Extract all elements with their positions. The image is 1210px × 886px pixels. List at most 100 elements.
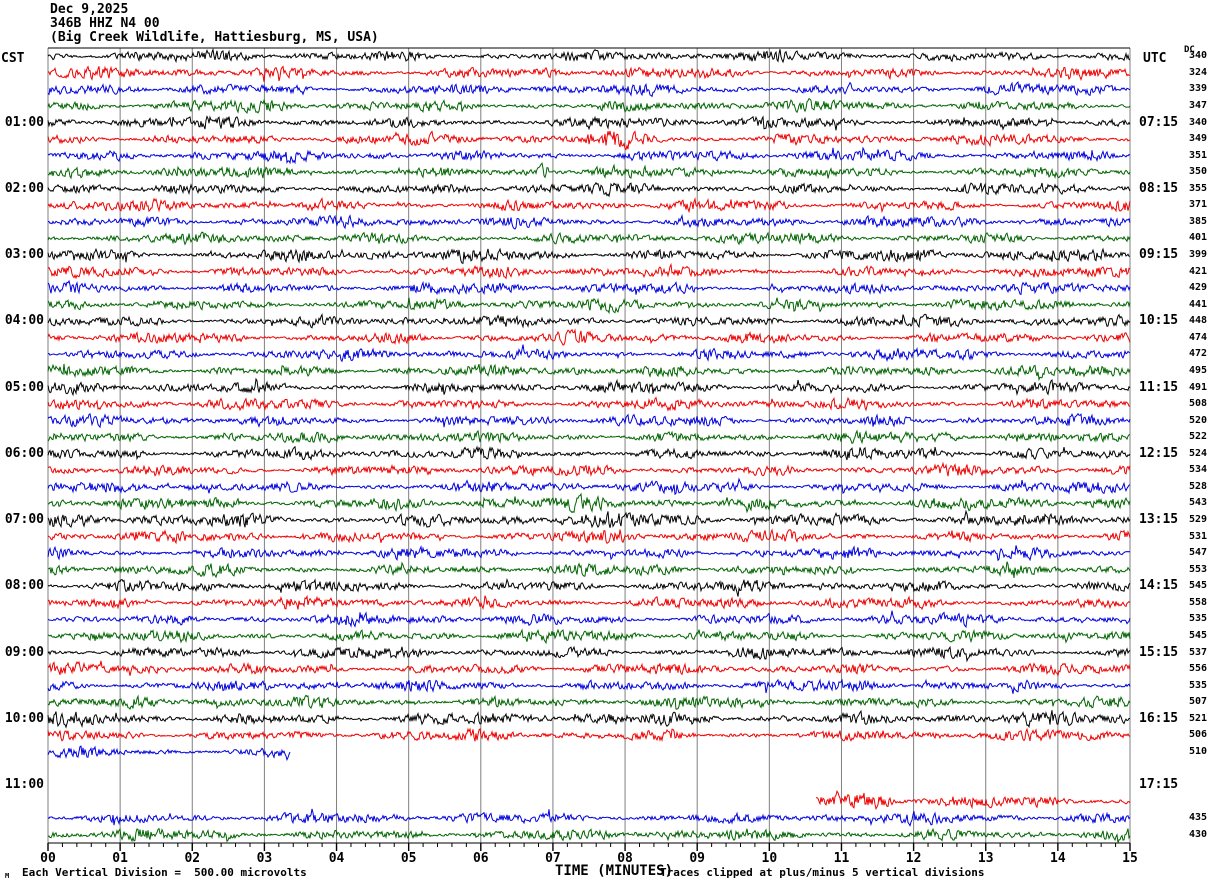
dc-offset-value: 520	[1188, 414, 1207, 426]
x-tick-label: 08	[617, 851, 633, 866]
x-tick-label: 14	[1050, 851, 1066, 866]
x-tick-label: 13	[977, 851, 994, 866]
dc-offset-value: 524	[1188, 447, 1207, 459]
footer-scale-note: Each Vertical Division = 500.00 microvol…	[22, 866, 307, 879]
utc-time-label: 16:15	[1139, 710, 1179, 726]
dc-offset-value: 545	[1188, 629, 1207, 641]
x-tick-label: 06	[472, 851, 489, 866]
seismogram-trace-green	[47, 561, 1131, 579]
dc-offset-value: 547	[1188, 547, 1207, 559]
utc-time-label: 10:15	[1139, 313, 1179, 329]
dc-offset-value: 535	[1188, 679, 1207, 691]
dc-offset-value: 558	[1188, 596, 1207, 608]
seismogram-trace-black	[47, 47, 1131, 64]
dc-offset-value: 507	[1188, 696, 1207, 708]
title-location: (Big Creek Wildlife, Hattiesburg, MS, US…	[50, 30, 379, 45]
x-tick-label: 03	[256, 851, 273, 866]
seismogram-trace-green	[47, 363, 1131, 382]
utc-time-label: 07:15	[1139, 114, 1179, 130]
seismogram-trace-green	[47, 429, 1131, 445]
seismogram-trace-black	[47, 115, 1131, 131]
footer-clip-note: Traces clipped at plus/minus 5 vertical …	[660, 866, 985, 879]
dc-offset-value: 385	[1188, 215, 1207, 227]
dc-offset-value: 531	[1188, 530, 1207, 542]
dc-offset-value: 399	[1188, 249, 1207, 261]
dc-offset-value: 324	[1188, 66, 1207, 78]
x-tick-label: 04	[328, 851, 345, 866]
title-date: Dec 9,2025	[50, 2, 129, 17]
seismogram-trace-red	[47, 197, 1131, 214]
seismogram-trace-red	[47, 528, 1131, 545]
x-tick-label: 07	[545, 851, 561, 866]
cst-time-label: 10:00	[4, 710, 44, 726]
seismogram-trace-red	[815, 789, 1131, 811]
seismogram-trace-black	[47, 377, 1131, 397]
utc-time-label: 15:15	[1139, 644, 1179, 660]
seismogram-trace-black	[47, 181, 1131, 198]
cst-header: CST	[1, 51, 25, 66]
x-tick-label: 15	[1122, 851, 1138, 866]
seismogram-trace-green	[47, 628, 1131, 645]
dc-offset-value: 430	[1188, 828, 1207, 840]
seismogram-trace-blue	[47, 146, 1131, 165]
seismogram-trace-red	[47, 660, 1131, 677]
dc-offset-value: 371	[1188, 199, 1207, 211]
dc-offset-value: 522	[1188, 431, 1207, 443]
dc-offset-value: 543	[1188, 497, 1207, 509]
cst-time-label: 03:00	[4, 247, 44, 263]
cst-time-label: 02:00	[4, 180, 44, 196]
x-tick-label: 00	[40, 851, 56, 866]
x-tick-label: 12	[905, 851, 922, 866]
dc-offset-value: 347	[1188, 99, 1207, 111]
utc-time-label: 13:15	[1139, 512, 1179, 528]
seismogram-trace-black	[47, 247, 1131, 264]
seismogram-trace-blue	[47, 545, 1131, 562]
seismogram-trace-blue	[47, 745, 291, 762]
dc-offset-value: 441	[1188, 298, 1207, 310]
utc-time-label: 09:15	[1139, 247, 1179, 263]
seismogram-trace-red	[47, 396, 1131, 412]
dc-offset-value: 529	[1188, 514, 1207, 526]
cst-time-label: 04:00	[4, 313, 44, 329]
seismogram-trace-green	[47, 827, 1131, 844]
seismogram-trace-blue	[47, 344, 1131, 363]
seismogram-trace-blue	[47, 477, 1131, 496]
seismogram-trace-black	[47, 509, 1131, 529]
cst-time-label: 11:00	[4, 777, 44, 793]
dc-offset-value: 534	[1188, 464, 1207, 476]
seismogram-trace-blue	[47, 678, 1131, 694]
utc-time-label: 08:15	[1139, 180, 1179, 196]
seismogram-trace-blue	[47, 808, 1131, 827]
dc-offset-value: 340	[1188, 50, 1207, 62]
dc-offset-value: 401	[1188, 232, 1207, 244]
utc-time-label: 11:15	[1139, 379, 1179, 395]
cst-time-label: 05:00	[4, 379, 44, 395]
dc-offset-value: 506	[1188, 729, 1207, 741]
dc-offset-value: 448	[1188, 315, 1207, 327]
seismogram-trace-black	[47, 578, 1131, 597]
seismogram-trace-green	[47, 231, 1131, 246]
seismogram-trace-black	[47, 709, 1130, 729]
seismogram-trace-red	[47, 65, 1131, 82]
dc-offset-value: 556	[1188, 663, 1207, 675]
dc-offset-value: 495	[1188, 364, 1207, 376]
seismogram-trace-green	[47, 297, 1131, 315]
dc-offset-value: 340	[1188, 116, 1207, 128]
x-tick-label: 10	[761, 851, 778, 866]
seismogram-trace-green	[47, 694, 1131, 710]
utc-header: UTC	[1143, 51, 1167, 66]
dc-offset-value: 510	[1188, 745, 1207, 757]
dc-offset-value: 474	[1188, 331, 1207, 343]
seismogram-trace-blue	[47, 213, 1131, 230]
utc-time-label: 14:15	[1139, 578, 1179, 594]
seismogram-trace-blue	[47, 412, 1131, 429]
x-tick-label: 09	[689, 851, 706, 866]
seismogram-trace-red	[47, 130, 1131, 151]
dc-offset-value: 421	[1188, 265, 1207, 277]
x-tick-label: 01	[112, 851, 128, 866]
utc-time-label: 12:15	[1139, 445, 1179, 461]
seismogram-trace-blue	[47, 81, 1131, 98]
seismogram-trace-black	[47, 445, 1131, 461]
x-axis-label: TIME (MINUTES)	[555, 863, 674, 879]
